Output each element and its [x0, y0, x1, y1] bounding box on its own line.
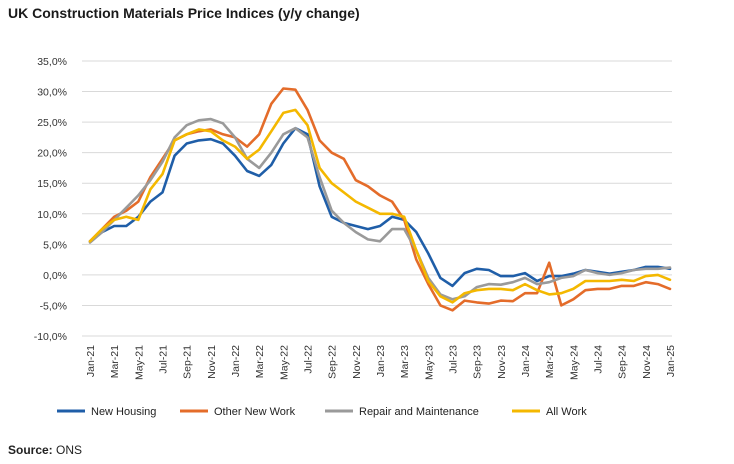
y-tick-label: 5,0%: [43, 239, 67, 251]
source-note: Source: ONS: [8, 443, 82, 457]
x-tick-label: May-23: [423, 345, 435, 380]
source-label: Source:: [8, 443, 53, 457]
legend: New Housing Other New Work Repair and Main…: [57, 406, 587, 418]
x-tick-label: May-24: [568, 345, 580, 380]
series-line-new-housing: [88, 126, 672, 288]
y-tick-label: -5,0%: [40, 300, 67, 312]
series-lines: [88, 87, 672, 312]
x-tick-label: Sep-22: [327, 345, 339, 379]
x-tick-label: Jul-23: [448, 345, 460, 374]
x-tick-label: Nov-23: [496, 345, 508, 379]
x-tick-label: Jan-25: [665, 345, 677, 377]
x-tick-label: Jul-21: [158, 345, 170, 374]
legend-label: New Housing: [91, 406, 156, 418]
y-tick-label: 15,0%: [37, 178, 67, 190]
x-tick-label: Nov-21: [206, 345, 218, 379]
y-tick-label: 0,0%: [43, 270, 67, 282]
x-tick-label: Mar-22: [254, 345, 266, 378]
x-tick-label: Jul-24: [593, 345, 605, 374]
x-tick-label: Nov-24: [641, 345, 653, 379]
source-value: ONS: [56, 443, 83, 457]
x-tick-label: Sep-23: [472, 345, 484, 379]
x-tick-label: Jan-21: [85, 345, 97, 377]
x-tick-label: Jan-23: [375, 345, 387, 377]
y-tick-label: 20,0%: [37, 148, 67, 160]
line-chart: 35,0% 30,0% 25,0% 20,0% 15,0% 10,0% 5,0% 0,0% -5…: [34, 56, 677, 418]
y-axis: 35,0% 30,0% 25,0% 20,0% 15,0% 10,0% 5,0% 0,0% -5…: [34, 56, 67, 343]
x-tick-label: Mar-23: [399, 345, 411, 378]
x-tick-label: Mar-21: [109, 345, 121, 378]
legend-label: Repair and Maintenance: [359, 406, 479, 418]
legend-label: Other New Work: [214, 406, 296, 418]
x-tick-label: Nov-22: [351, 345, 363, 379]
x-axis: Jan-21 Mar-21 May-21 Jul-21 Sep-21 Nov-21 Jan-…: [85, 345, 677, 380]
x-tick-label: May-22: [278, 345, 290, 380]
legend-label: All Work: [546, 406, 587, 418]
x-tick-label: Jul-22: [303, 345, 315, 374]
x-tick-label: May-21: [133, 345, 145, 380]
x-tick-label: Mar-24: [544, 345, 556, 378]
gridlines: [82, 60, 672, 337]
x-tick-label: Sep-21: [182, 345, 194, 379]
y-tick-label: 30,0%: [37, 87, 67, 99]
y-tick-label: 10,0%: [37, 209, 67, 221]
y-tick-label: -10,0%: [34, 331, 67, 343]
x-tick-label: Sep-24: [617, 345, 629, 379]
chart-title: UK Construction Materials Price Indices …: [8, 5, 360, 21]
y-tick-label: 25,0%: [37, 117, 67, 129]
series-line-repair-and-maintenance: [88, 117, 672, 301]
y-tick-label: 35,0%: [37, 56, 67, 68]
x-tick-label: Jan-22: [230, 345, 242, 377]
x-tick-label: Jan-24: [520, 345, 532, 377]
series-line-all-work: [88, 108, 672, 304]
